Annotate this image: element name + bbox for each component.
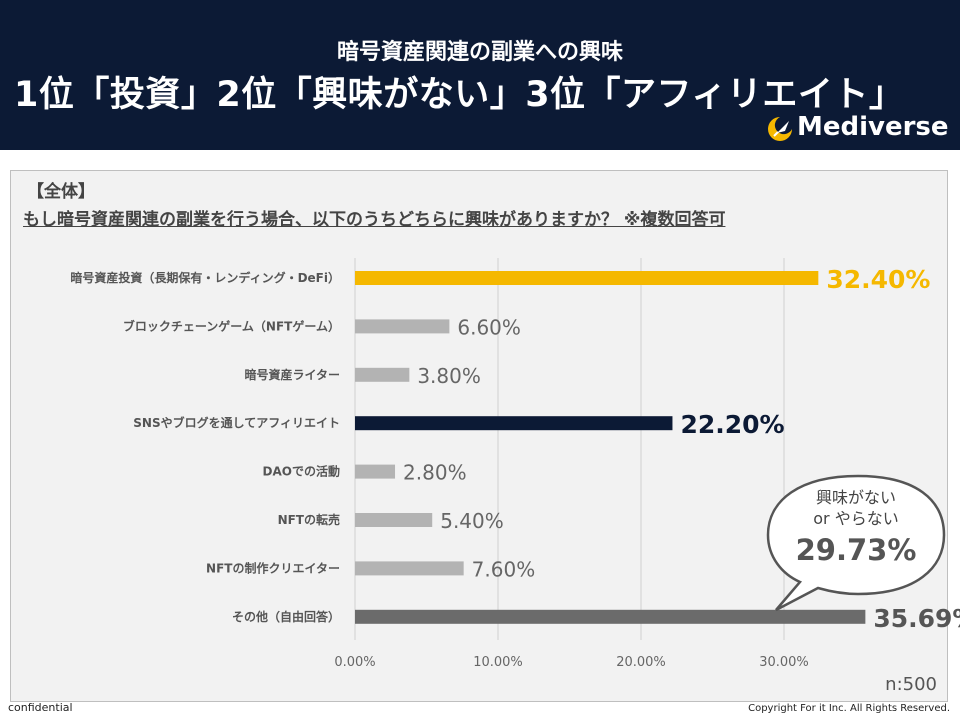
grid-lines: [354, 258, 785, 640]
question-tag: 【全体】: [27, 182, 95, 202]
value-label: 2.80%: [403, 461, 467, 485]
bar: [355, 561, 464, 576]
value-label: 7.60%: [472, 557, 536, 581]
x-tick-label: 20.00%: [616, 655, 666, 670]
category-label: 暗号資産投資（長期保有・レンディング・DeFi）: [70, 270, 340, 285]
category-label: その他（自由回答）: [232, 609, 340, 624]
category-label: ブロックチェーンゲーム（NFTゲーム）: [123, 318, 340, 333]
bar: [355, 609, 866, 624]
bar: [355, 464, 396, 479]
sample-size: n:500: [885, 674, 937, 695]
x-tick-label: 10.00%: [473, 655, 523, 670]
brand-name: Mediverse: [797, 112, 949, 142]
footer-confidential: confidential: [8, 701, 73, 714]
callout-line2: or やらない: [813, 509, 898, 528]
speech-bubble: 興味がない or やらない 29.73%: [766, 474, 946, 612]
category-label: DAOでの活動: [263, 464, 340, 479]
category-label: NFTの転売: [278, 512, 340, 527]
bar: [355, 271, 819, 285]
value-label: 3.80%: [417, 364, 481, 388]
category-label: SNSやブログを通してアフィリエイト: [133, 415, 340, 430]
bars: [355, 271, 866, 624]
bar: [355, 319, 450, 334]
x-tick-label: 0.00%: [334, 655, 375, 670]
category-labels: 暗号資産投資（長期保有・レンディング・DeFi） ブロックチェーンゲーム（NFTゲ…: [70, 270, 340, 624]
value-label: 6.60%: [457, 315, 521, 339]
footer-copyright: Copyright For it Inc. All Rights Reserve…: [748, 703, 950, 714]
callout-value: 29.73%: [796, 533, 917, 567]
category-label: NFTの制作クリエイター: [206, 560, 340, 575]
callout-line1: 興味がない: [816, 488, 896, 507]
bar: [355, 416, 673, 431]
value-label: 32.40%: [826, 265, 930, 294]
category-label: 暗号資産ライター: [244, 367, 340, 382]
brand-logo: Mediverse: [765, 110, 955, 146]
bar: [355, 367, 410, 382]
page-title: 1位「投資」2位「興味がない」3位「アフィリエイト」: [14, 75, 905, 115]
value-label: 5.40%: [440, 509, 504, 533]
page-subtitle: 暗号資産関連の副業への興味: [336, 40, 623, 65]
value-label: 35.69%: [873, 604, 960, 633]
question-text: もし暗号資産関連の副業を行う場合、以下のうちどちらに興味がありますか？ ※複数回…: [23, 210, 726, 230]
bar: [355, 513, 433, 527]
value-labels: 32.40% 6.60% 3.80% 22.20% 2.80% 5.40% 7.60% 35.…: [403, 265, 960, 633]
header-banner: 暗号資産関連の副業への興味 1位「投資」2位「興味がない」3位「アフィリエイト」…: [0, 0, 960, 150]
value-label: 22.20%: [680, 410, 784, 439]
x-axis-ticks: 0.00% 10.00% 20.00% 30.00%: [334, 655, 808, 670]
rocket-moon-icon: [768, 117, 792, 141]
x-tick-label: 30.00%: [759, 655, 809, 670]
